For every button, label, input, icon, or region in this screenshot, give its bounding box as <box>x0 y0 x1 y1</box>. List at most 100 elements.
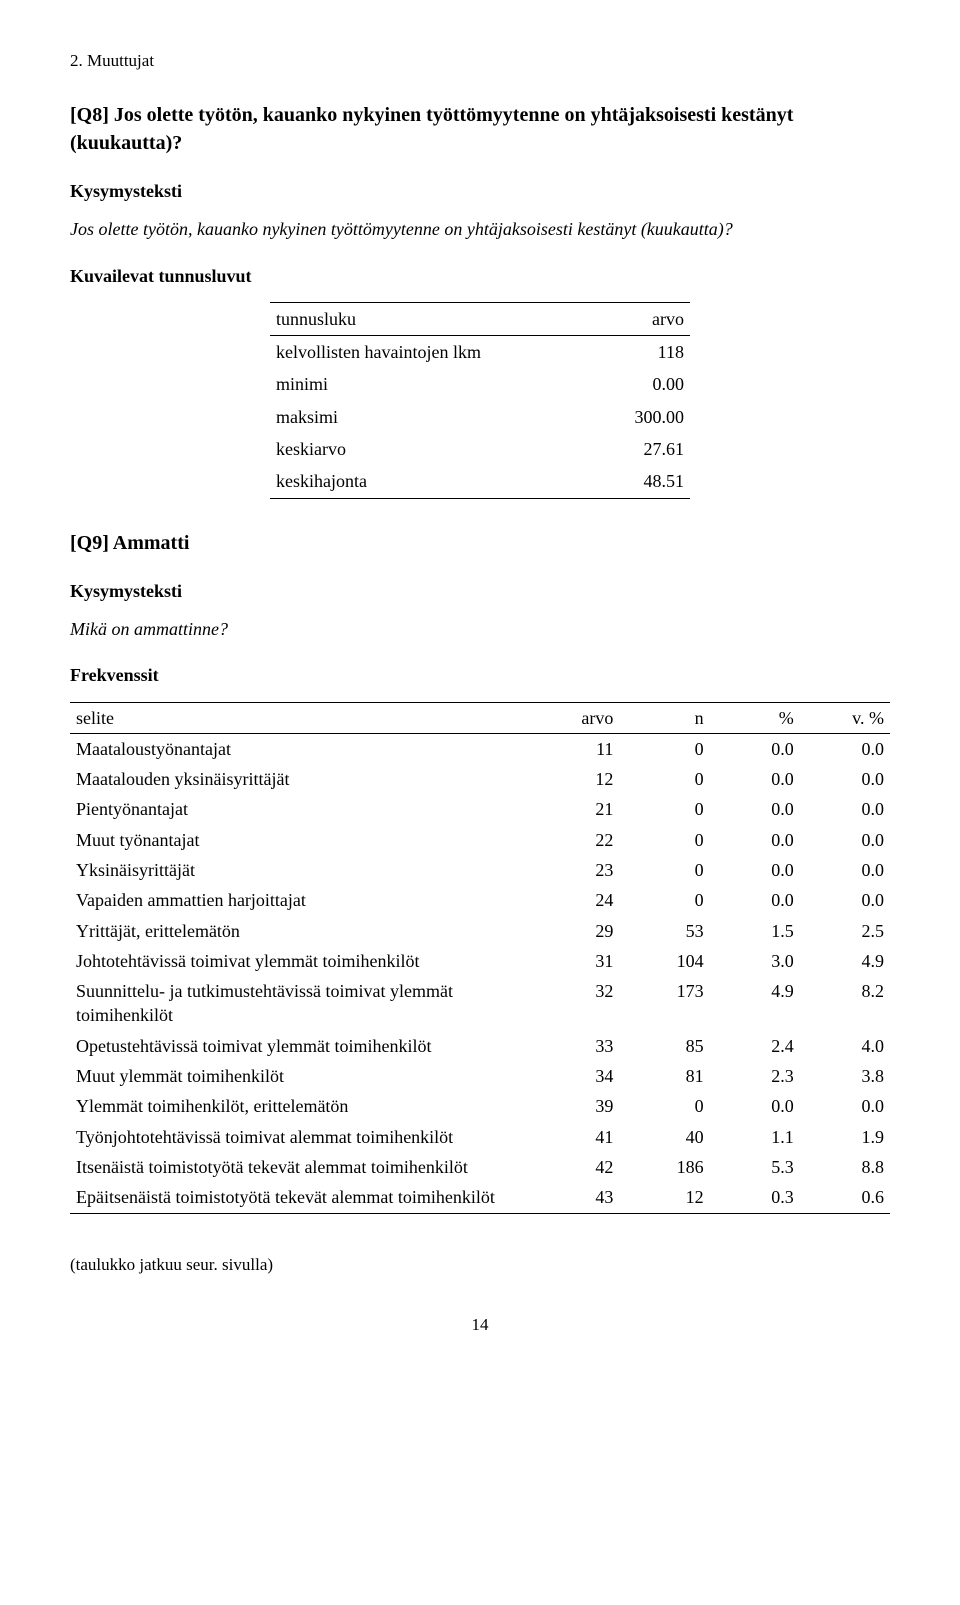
freq-row-selite: Suunnittelu- ja tutkimustehtävissä toimi… <box>70 976 546 1031</box>
freq-row-n: 0 <box>619 1091 709 1121</box>
q9-title: [Q9] Ammatti <box>70 529 890 557</box>
q8-stats-table: tunnusluku arvo kelvollisten havaintojen… <box>270 302 690 499</box>
freq-row-arvo: 41 <box>546 1122 620 1152</box>
freq-row-selite: Itsenäistä toimistotyötä tekevät alemmat… <box>70 1152 546 1182</box>
freq-header-arvo: arvo <box>546 702 620 733</box>
freq-row-vpct: 8.2 <box>800 976 890 1031</box>
freq-row-n: 0 <box>619 733 709 764</box>
page-number: 14 <box>70 1314 890 1337</box>
freq-row-pct: 0.0 <box>710 885 800 915</box>
freq-row-arvo: 32 <box>546 976 620 1031</box>
freq-row-n: 0 <box>619 764 709 794</box>
q8-kuvailevat-label: Kuvailevat tunnusluvut <box>70 264 890 288</box>
stats-row: minimi0.00 <box>270 368 690 400</box>
stats-row-label: maksimi <box>270 401 597 433</box>
freq-row-selite: Pientyönantajat <box>70 794 546 824</box>
freq-row-arvo: 24 <box>546 885 620 915</box>
freq-row-selite: Yrittäjät, erittelemätön <box>70 916 546 946</box>
freq-row-pct: 4.9 <box>710 976 800 1031</box>
freq-row-pct: 0.0 <box>710 825 800 855</box>
freq-row-pct: 0.0 <box>710 733 800 764</box>
freq-row-n: 104 <box>619 946 709 976</box>
stats-row-value: 0.00 <box>597 368 690 400</box>
freq-row: Maataloustyönantajat1100.00.0 <box>70 733 890 764</box>
freq-row-vpct: 2.5 <box>800 916 890 946</box>
section-header: 2. Muuttujat <box>70 50 890 73</box>
freq-row-arvo: 39 <box>546 1091 620 1121</box>
freq-row-vpct: 0.0 <box>800 855 890 885</box>
q8-kysymysteksti-label: Kysymysteksti <box>70 179 890 203</box>
q8-kysymysteksti-text: Jos olette työtön, kauanko nykyinen työt… <box>70 217 890 241</box>
freq-row-n: 0 <box>619 794 709 824</box>
q9-kysymysteksti-label: Kysymysteksti <box>70 579 890 603</box>
freq-row-n: 0 <box>619 825 709 855</box>
stats-row-value: 27.61 <box>597 433 690 465</box>
freq-row: Yrittäjät, erittelemätön29531.52.5 <box>70 916 890 946</box>
freq-row: Yksinäisyrittäjät2300.00.0 <box>70 855 890 885</box>
freq-row-vpct: 0.0 <box>800 825 890 855</box>
freq-row-pct: 5.3 <box>710 1152 800 1182</box>
q8-title: [Q8] Jos olette työtön, kauanko nykyinen… <box>70 101 890 157</box>
freq-row-vpct: 0.0 <box>800 733 890 764</box>
stats-row: kelvollisten havaintojen lkm118 <box>270 336 690 369</box>
stats-row-value: 118 <box>597 336 690 369</box>
freq-row: Suunnittelu- ja tutkimustehtävissä toimi… <box>70 976 890 1031</box>
freq-row: Ylemmät toimihenkilöt, erittelemätön3900… <box>70 1091 890 1121</box>
freq-row: Vapaiden ammattien harjoittajat2400.00.0 <box>70 885 890 915</box>
freq-row: Johtotehtävissä toimivat ylemmät toimihe… <box>70 946 890 976</box>
stats-row: keskiarvo27.61 <box>270 433 690 465</box>
freq-header-pct: % <box>710 702 800 733</box>
freq-header-selite: selite <box>70 702 546 733</box>
freq-row: Muut ylemmät toimihenkilöt34812.33.8 <box>70 1061 890 1091</box>
freq-row: Maatalouden yksinäisyrittäjät1200.00.0 <box>70 764 890 794</box>
q9-kysymysteksti-text: Mikä on ammattinne? <box>70 617 890 641</box>
freq-row-pct: 0.0 <box>710 794 800 824</box>
freq-row-selite: Muut työnantajat <box>70 825 546 855</box>
freq-row-selite: Johtotehtävissä toimivat ylemmät toimihe… <box>70 946 546 976</box>
freq-row-pct: 1.1 <box>710 1122 800 1152</box>
freq-row-n: 12 <box>619 1182 709 1213</box>
freq-row-n: 0 <box>619 855 709 885</box>
freq-row-selite: Muut ylemmät toimihenkilöt <box>70 1061 546 1091</box>
stats-row-value: 48.51 <box>597 465 690 498</box>
freq-row-arvo: 22 <box>546 825 620 855</box>
freq-row-vpct: 1.9 <box>800 1122 890 1152</box>
stats-row-value: 300.00 <box>597 401 690 433</box>
freq-row-pct: 0.0 <box>710 764 800 794</box>
stats-row-label: keskihajonta <box>270 465 597 498</box>
freq-row-n: 81 <box>619 1061 709 1091</box>
freq-row-selite: Työnjohtotehtävissä toimivat alemmat toi… <box>70 1122 546 1152</box>
freq-row: Pientyönantajat2100.00.0 <box>70 794 890 824</box>
freq-row-vpct: 8.8 <box>800 1152 890 1182</box>
freq-row-arvo: 43 <box>546 1182 620 1213</box>
freq-row-pct: 0.0 <box>710 1091 800 1121</box>
freq-row-selite: Opetustehtävissä toimivat ylemmät toimih… <box>70 1031 546 1061</box>
freq-row-arvo: 33 <box>546 1031 620 1061</box>
stats-header-tunnusluku: tunnusluku <box>270 302 597 335</box>
freq-row-arvo: 21 <box>546 794 620 824</box>
stats-row-label: minimi <box>270 368 597 400</box>
freq-row-n: 173 <box>619 976 709 1031</box>
stats-row-label: keskiarvo <box>270 433 597 465</box>
freq-row-n: 186 <box>619 1152 709 1182</box>
freq-row-arvo: 29 <box>546 916 620 946</box>
freq-row-vpct: 3.8 <box>800 1061 890 1091</box>
stats-row-label: kelvollisten havaintojen lkm <box>270 336 597 369</box>
freq-row-n: 53 <box>619 916 709 946</box>
stats-row: maksimi300.00 <box>270 401 690 433</box>
freq-row-vpct: 0.6 <box>800 1182 890 1213</box>
freq-row-vpct: 0.0 <box>800 1091 890 1121</box>
freq-row-pct: 3.0 <box>710 946 800 976</box>
freq-row-selite: Yksinäisyrittäjät <box>70 855 546 885</box>
freq-row: Epäitsenäistä toimistotyötä tekevät alem… <box>70 1182 890 1213</box>
freq-row: Itsenäistä toimistotyötä tekevät alemmat… <box>70 1152 890 1182</box>
freq-row-n: 0 <box>619 885 709 915</box>
freq-row-arvo: 23 <box>546 855 620 885</box>
freq-header-n: n <box>619 702 709 733</box>
freq-row-selite: Epäitsenäistä toimistotyötä tekevät alem… <box>70 1182 546 1213</box>
stats-header-arvo: arvo <box>597 302 690 335</box>
freq-row-vpct: 4.0 <box>800 1031 890 1061</box>
freq-row-pct: 0.3 <box>710 1182 800 1213</box>
freq-row: Opetustehtävissä toimivat ylemmät toimih… <box>70 1031 890 1061</box>
stats-row: keskihajonta48.51 <box>270 465 690 498</box>
